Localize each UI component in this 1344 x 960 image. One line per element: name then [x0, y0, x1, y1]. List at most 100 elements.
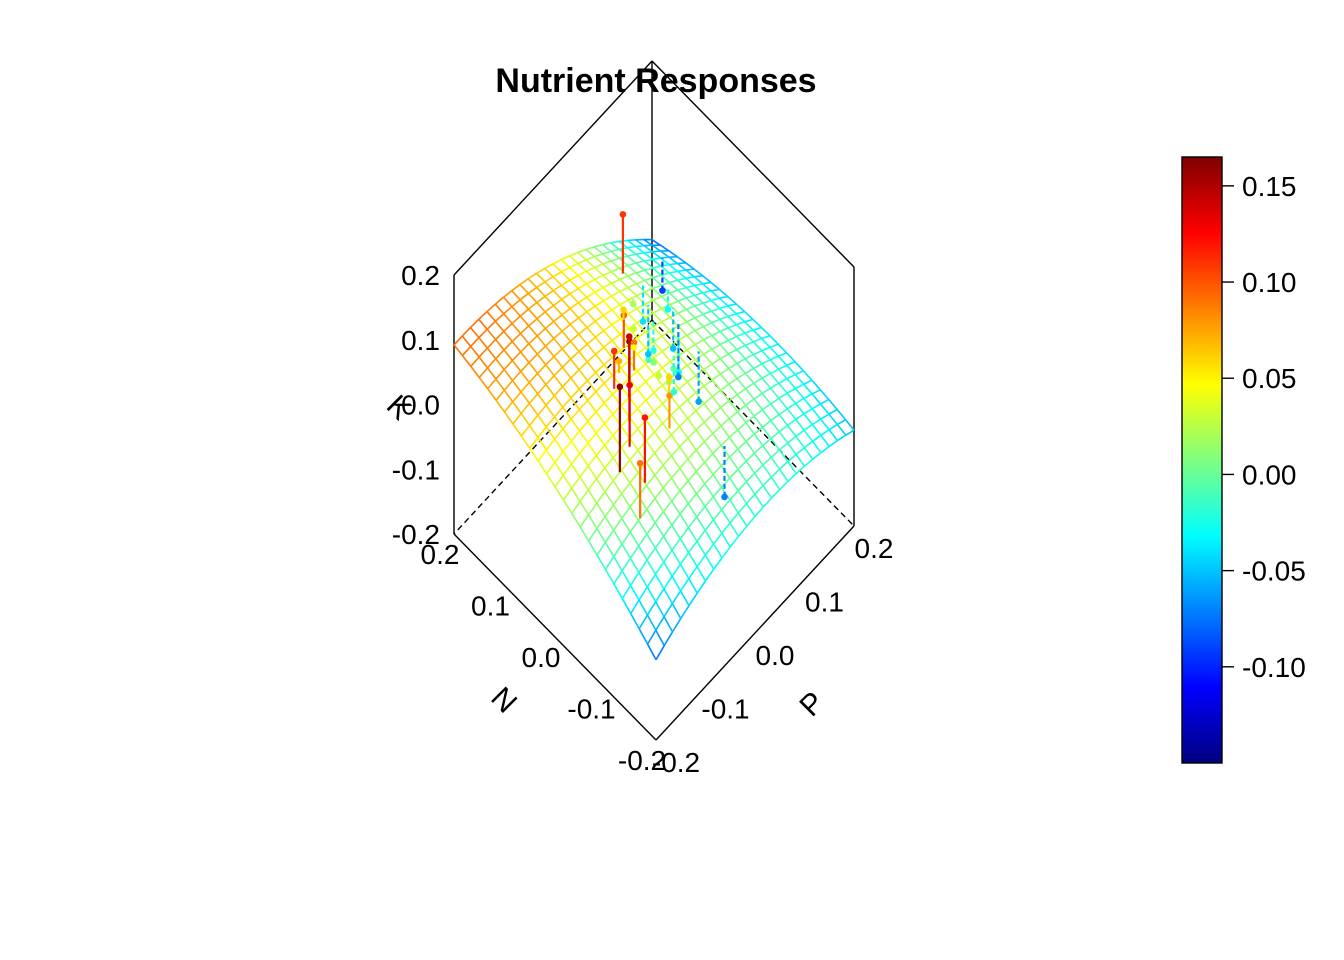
surface-gridline [744, 332, 754, 343]
surface-gridline [511, 370, 522, 382]
box-edge-floor-back-left [453, 319, 653, 535]
surface-gridline [619, 350, 630, 362]
surface-gridline [620, 425, 631, 439]
surface-gridline [728, 362, 738, 370]
surface-gridline [636, 353, 647, 365]
surface-gridline [486, 328, 497, 341]
surface-gridline [578, 311, 588, 319]
surface-gridline [670, 500, 681, 515]
surface-gridline [736, 388, 747, 396]
surface-gridline [585, 259, 596, 269]
surface-gridline [536, 364, 547, 374]
surface-gridline [653, 357, 663, 369]
surface-gridline [694, 375, 705, 387]
surface-gridline [602, 287, 613, 297]
surface-gridline [544, 311, 555, 322]
surface-gridline [678, 417, 689, 428]
surface-gridline [594, 286, 604, 293]
surface-gridline [786, 387, 796, 394]
surface-gridline [719, 305, 729, 310]
surface-gridline [703, 379, 713, 387]
surface-gridline [586, 296, 596, 307]
surface-gridline [662, 434, 672, 445]
surface-gridline [686, 317, 696, 323]
surface-gridline [554, 486, 565, 501]
surface-gridline [596, 516, 606, 530]
surface-gridline [694, 294, 704, 304]
surface-gridline [678, 321, 688, 327]
surface-gridline [502, 296, 513, 308]
surface-gridline [610, 248, 620, 253]
surface-gridline [568, 255, 579, 265]
surface-gridline [769, 387, 780, 399]
surface-gridline [695, 441, 706, 451]
surface-gridline [737, 440, 747, 450]
surface-gridline [619, 278, 629, 289]
surface-gridline [660, 295, 671, 306]
surface-gridline [638, 586, 648, 601]
surface-gridline [685, 269, 695, 278]
surface-gridline [562, 451, 573, 465]
surface-gridline [795, 429, 805, 438]
surface-gridline [702, 326, 713, 337]
surface-gridline [635, 269, 645, 274]
surface-gridline [761, 350, 771, 361]
surface-gridline [593, 256, 604, 265]
surface-gridline [519, 299, 530, 310]
surface-gridline [520, 370, 530, 383]
surface-gridline [653, 422, 664, 433]
surface-gridline [654, 547, 665, 563]
surface-gridline [469, 318, 480, 329]
surface-gridline [694, 305, 704, 315]
surface-gridline [721, 499, 731, 511]
surface-gridline [636, 370, 647, 383]
surface-gridline [578, 380, 589, 390]
surface-gridline [470, 345, 480, 358]
surface-gridline [761, 334, 771, 340]
surface-gridline [628, 308, 638, 315]
surface-gridline [761, 372, 771, 379]
surface-gridline [794, 387, 805, 400]
surface-gridline [577, 270, 587, 277]
surface-gridline [596, 542, 607, 556]
surface-gridline [661, 345, 671, 353]
surface-gridline [595, 371, 605, 384]
surface-gridline [795, 465, 806, 475]
surface-gridline [662, 535, 673, 551]
surface-gridline [777, 368, 788, 380]
surface-gridline [644, 363, 655, 376]
surface-gridline [696, 506, 706, 518]
surface-gridline [762, 485, 773, 499]
surface-gridline [811, 393, 822, 405]
surface-gridline [621, 584, 632, 600]
surface-gridline [636, 279, 645, 285]
surface-gridline [545, 449, 556, 463]
surface-gridline [653, 403, 664, 413]
surface-gridline [602, 274, 612, 284]
surface-gridline [711, 334, 721, 346]
surface-gridline [803, 423, 813, 431]
surface-gridline [778, 392, 788, 400]
surface-gridline [652, 312, 663, 323]
surface-gridline [578, 369, 589, 382]
surface-gridline [586, 326, 597, 338]
surface-gridline [646, 586, 657, 603]
data-point [629, 300, 637, 308]
surface-gridline [703, 414, 714, 423]
surface-gridline [803, 379, 813, 385]
surface-gridline [552, 263, 562, 273]
surface-gridline [602, 314, 613, 326]
surface-gridline [602, 253, 612, 262]
p-axis-tick-label: -0.1 [701, 694, 749, 725]
surface-gridline [544, 275, 554, 283]
surface-gridline [736, 348, 746, 360]
surface-gridline [828, 399, 838, 411]
surface-gridline [628, 416, 639, 430]
surface-gridline [770, 456, 781, 470]
surface-gridline [596, 491, 606, 504]
surface-gridline [653, 321, 663, 328]
surface-gridline [586, 320, 596, 329]
surface-gridline [586, 380, 597, 393]
surface-gridline [744, 341, 754, 347]
surface-gridline [737, 481, 748, 492]
